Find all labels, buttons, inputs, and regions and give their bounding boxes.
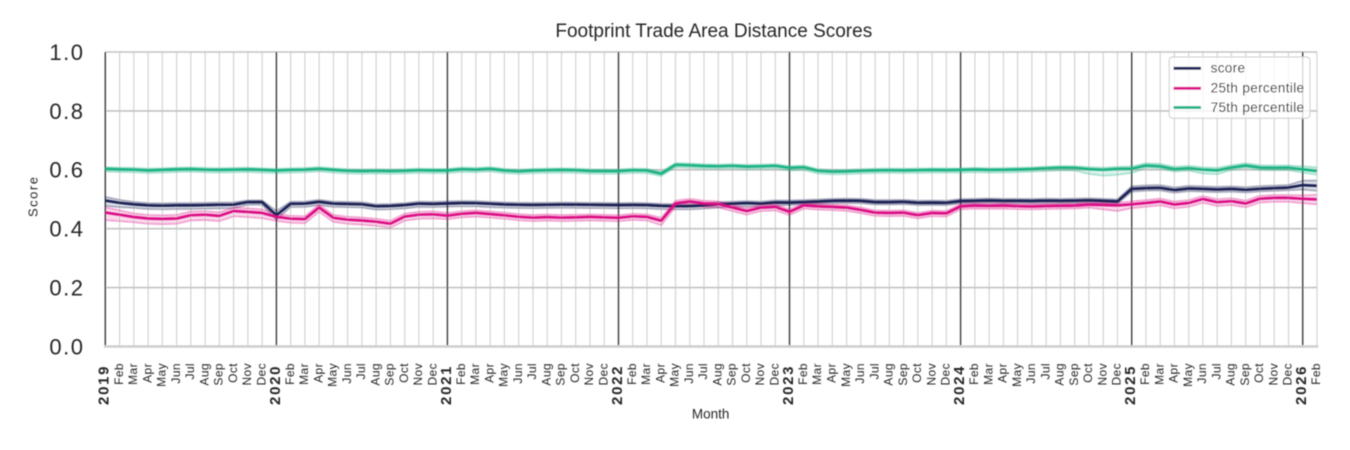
svg-text:Feb: Feb — [967, 363, 981, 385]
svg-text:2022: 2022 — [609, 365, 626, 405]
svg-text:Feb: Feb — [1309, 363, 1323, 385]
svg-text:Jul: Jul — [867, 363, 881, 380]
svg-text:Feb: Feb — [283, 363, 297, 385]
svg-text:May: May — [668, 363, 682, 387]
svg-text:Oct: Oct — [910, 363, 924, 383]
svg-text:2026: 2026 — [1293, 365, 1310, 405]
svg-text:Oct: Oct — [1252, 363, 1266, 383]
svg-text:Nov: Nov — [582, 363, 596, 386]
svg-text:Dec: Dec — [1281, 363, 1295, 386]
svg-text:Dec: Dec — [1110, 363, 1124, 386]
svg-text:Jul: Jul — [1038, 363, 1052, 380]
svg-text:Dec: Dec — [939, 363, 953, 386]
svg-text:Jul: Jul — [525, 363, 539, 380]
svg-text:Apr: Apr — [653, 363, 667, 383]
svg-text:Feb: Feb — [1138, 363, 1152, 385]
svg-text:May: May — [1181, 363, 1195, 387]
svg-text:Nov: Nov — [1266, 363, 1280, 386]
svg-text:2019: 2019 — [96, 365, 113, 405]
svg-text:0.2: 0.2 — [49, 276, 84, 301]
svg-text:2025: 2025 — [1122, 365, 1139, 405]
svg-text:Nov: Nov — [240, 363, 254, 386]
svg-text:Jun: Jun — [1195, 363, 1209, 384]
svg-text:Aug: Aug — [711, 363, 725, 386]
svg-text:Mar: Mar — [639, 363, 653, 385]
svg-text:Sep: Sep — [1238, 363, 1252, 386]
svg-text:Apr: Apr — [825, 363, 839, 383]
svg-text:Sep: Sep — [1067, 363, 1081, 386]
svg-text:Apr: Apr — [1167, 363, 1181, 383]
svg-text:Aug: Aug — [1224, 363, 1238, 386]
svg-text:Mar: Mar — [468, 363, 482, 385]
svg-text:Mar: Mar — [126, 363, 140, 385]
svg-text:May: May — [497, 363, 511, 387]
svg-text:Sep: Sep — [212, 363, 226, 386]
svg-text:Feb: Feb — [625, 363, 639, 385]
svg-text:Score: Score — [26, 176, 41, 217]
svg-text:Sep: Sep — [896, 363, 910, 386]
svg-text:Nov: Nov — [1095, 363, 1109, 386]
svg-text:2023: 2023 — [780, 365, 797, 405]
svg-text:Jul: Jul — [183, 363, 197, 380]
svg-text:Aug: Aug — [1053, 363, 1067, 386]
svg-text:Apr: Apr — [996, 363, 1010, 383]
svg-text:Apr: Apr — [140, 363, 154, 383]
svg-text:Jul: Jul — [354, 363, 368, 380]
svg-text:May: May — [326, 363, 340, 387]
svg-text:Month: Month — [692, 406, 730, 421]
svg-text:Dec: Dec — [768, 363, 782, 386]
svg-text:2020: 2020 — [267, 365, 284, 405]
svg-text:Oct: Oct — [568, 363, 582, 383]
svg-text:Dec: Dec — [596, 363, 610, 386]
svg-text:May: May — [839, 363, 853, 387]
svg-text:Feb: Feb — [796, 363, 810, 385]
svg-text:75th percentile: 75th percentile — [1211, 100, 1305, 115]
svg-text:Nov: Nov — [411, 363, 425, 386]
svg-text:0.4: 0.4 — [49, 217, 84, 242]
svg-text:Dec: Dec — [425, 363, 439, 386]
svg-text:25th percentile: 25th percentile — [1211, 81, 1305, 96]
svg-text:Footprint Trade Area Distance: Footprint Trade Area Distance Scores — [555, 21, 872, 42]
svg-text:Oct: Oct — [226, 363, 240, 383]
svg-text:Jun: Jun — [511, 363, 525, 384]
svg-text:Mar: Mar — [1152, 363, 1166, 385]
svg-text:Jun: Jun — [682, 363, 696, 384]
svg-text:Aug: Aug — [539, 363, 553, 386]
svg-text:0.6: 0.6 — [49, 158, 84, 183]
svg-text:0.8: 0.8 — [49, 99, 84, 124]
svg-text:Aug: Aug — [197, 363, 211, 386]
svg-text:0.0: 0.0 — [49, 334, 84, 359]
svg-text:Nov: Nov — [924, 363, 938, 386]
svg-text:Jun: Jun — [1024, 363, 1038, 384]
svg-text:Mar: Mar — [810, 363, 824, 385]
svg-text:Oct: Oct — [397, 363, 411, 383]
svg-text:Aug: Aug — [882, 363, 896, 386]
svg-text:Jul: Jul — [696, 363, 710, 380]
svg-text:Oct: Oct — [1081, 363, 1095, 383]
svg-text:2024: 2024 — [951, 365, 968, 405]
svg-text:May: May — [1010, 363, 1024, 387]
svg-text:Jul: Jul — [1209, 363, 1223, 380]
svg-text:Mar: Mar — [981, 363, 995, 385]
svg-text:score: score — [1211, 61, 1246, 76]
svg-text:Aug: Aug — [368, 363, 382, 386]
svg-text:Mar: Mar — [297, 363, 311, 385]
svg-text:Sep: Sep — [554, 363, 568, 386]
svg-text:Oct: Oct — [739, 363, 753, 383]
svg-text:Sep: Sep — [725, 363, 739, 386]
svg-text:Apr: Apr — [311, 363, 325, 383]
svg-text:Sep: Sep — [383, 363, 397, 386]
svg-text:Jun: Jun — [853, 363, 867, 384]
svg-text:1.0: 1.0 — [49, 40, 84, 65]
svg-text:May: May — [155, 363, 169, 387]
svg-text:Nov: Nov — [753, 363, 767, 386]
svg-text:2021: 2021 — [438, 365, 455, 405]
svg-text:Apr: Apr — [482, 363, 496, 383]
svg-text:Jun: Jun — [169, 363, 183, 384]
svg-text:Dec: Dec — [254, 363, 268, 386]
svg-text:Jun: Jun — [340, 363, 354, 384]
svg-text:Feb: Feb — [112, 363, 126, 385]
svg-text:Feb: Feb — [454, 363, 468, 385]
